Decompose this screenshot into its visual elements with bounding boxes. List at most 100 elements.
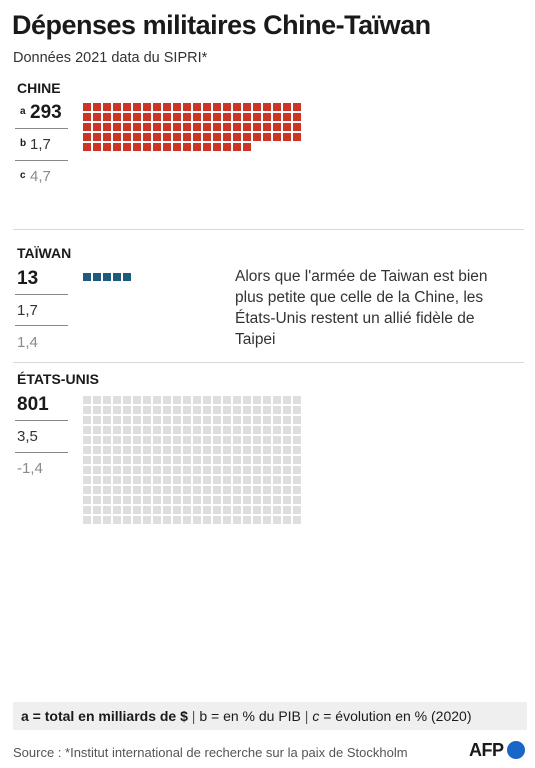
usa-waffle-square (233, 416, 241, 424)
taiwan-pib: 1,7 (17, 302, 38, 319)
usa-waffle-square (103, 496, 111, 504)
usa-waffle-square (183, 496, 191, 504)
china-waffle-square (83, 103, 91, 111)
china-waffle-square (133, 143, 141, 151)
usa-waffle-square (113, 496, 121, 504)
china-waffle-square (273, 133, 281, 141)
china-pib: 1,7 (30, 136, 51, 153)
usa-waffle-square (123, 396, 131, 404)
usa-waffle-square (293, 476, 301, 484)
usa-waffle-square (243, 436, 251, 444)
china-waffle-square (263, 113, 271, 121)
usa-waffle-square (93, 426, 101, 434)
usa-waffle-square (223, 516, 231, 524)
usa-waffle-square (233, 436, 241, 444)
page-title: Dépenses militaires Chine-Taïwan (12, 10, 431, 40)
usa-pib: 3,5 (17, 428, 38, 445)
china-waffle-square (193, 113, 201, 121)
china-waffle-square (123, 103, 131, 111)
taiwan-waffle-svg (83, 273, 131, 281)
usa-waffle-square (203, 486, 211, 494)
usa-waffle-square (283, 456, 291, 464)
china-waffle-square (223, 113, 231, 121)
usa-waffle-square (93, 436, 101, 444)
usa-waffle-square (113, 486, 121, 494)
usa-waffle-square (103, 466, 111, 474)
usa-waffle-square (143, 506, 151, 514)
china-letter-a: a (20, 106, 26, 117)
usa-waffle-square (283, 496, 291, 504)
usa-waffle-square (93, 516, 101, 524)
usa-waffle-square (213, 476, 221, 484)
usa-waffle-square (243, 486, 251, 494)
usa-waffle-square (83, 466, 91, 474)
usa-waffle-square (143, 476, 151, 484)
usa-waffle-square (173, 486, 181, 494)
usa-waffle-square (193, 416, 201, 424)
usa-waffle-square (133, 486, 141, 494)
usa-waffle-svg (83, 396, 301, 524)
usa-waffle-square (233, 506, 241, 514)
usa-waffle-square (123, 426, 131, 434)
china-waffle-square (223, 133, 231, 141)
usa-waffle-square (153, 416, 161, 424)
usa-waffle-square (133, 416, 141, 424)
china-waffle-square (103, 123, 111, 131)
china-waffle-square (163, 133, 171, 141)
china-waffle-square (93, 123, 101, 131)
china-waffle-square (233, 133, 241, 141)
usa-waffle-square (233, 486, 241, 494)
usa-waffle-square (293, 426, 301, 434)
usa-waffle-square (203, 416, 211, 424)
china-waffle-square (83, 123, 91, 131)
china-waffle-square (253, 133, 261, 141)
usa-waffle-square (183, 426, 191, 434)
china-letter-c: c (20, 170, 26, 181)
usa-waffle-square (133, 466, 141, 474)
usa-waffle-square (173, 466, 181, 474)
usa-waffle-square (103, 456, 111, 464)
usa-waffle-square (293, 446, 301, 454)
usa-waffle-square (253, 406, 261, 414)
usa-waffle-square (103, 506, 111, 514)
usa-total: 801 (17, 394, 49, 415)
usa-waffle-square (273, 456, 281, 464)
usa-waffle-square (243, 406, 251, 414)
usa-waffle-square (123, 516, 131, 524)
usa-waffle-square (243, 466, 251, 474)
usa-waffle-square (133, 516, 141, 524)
china-waffle-square (293, 133, 301, 141)
usa-waffle-square (93, 396, 101, 404)
china-waffle-square (253, 113, 261, 121)
usa-waffle-square (93, 456, 101, 464)
china-waffle-square (93, 103, 101, 111)
usa-waffle-square (163, 436, 171, 444)
usa-waffle-square (233, 446, 241, 454)
taiwan-rule-1 (15, 294, 68, 295)
usa-waffle-square (263, 426, 271, 434)
usa-waffle-square (113, 456, 121, 464)
usa-waffle-square (253, 486, 261, 494)
china-waffle-square (143, 103, 151, 111)
china-waffle-square (183, 113, 191, 121)
usa-waffle-square (133, 456, 141, 464)
usa-waffle-square (203, 426, 211, 434)
usa-waffle-square (103, 416, 111, 424)
usa-waffle-square (203, 396, 211, 404)
china-waffle-square (183, 143, 191, 151)
usa-waffle-square (263, 466, 271, 474)
usa-waffle-square (183, 516, 191, 524)
taiwan-waffle-square (93, 273, 101, 281)
usa-rule-2 (15, 452, 68, 453)
china-waffle-square (183, 133, 191, 141)
china-waffle-square (133, 113, 141, 121)
china-waffle-square (153, 103, 161, 111)
usa-waffle-square (273, 426, 281, 434)
usa-waffle-square (143, 396, 151, 404)
china-waffle-square (103, 113, 111, 121)
usa-waffle-square (283, 416, 291, 424)
usa-waffle-square (213, 516, 221, 524)
usa-waffle-square (123, 486, 131, 494)
usa-waffle-square (173, 416, 181, 424)
usa-waffle-square (253, 506, 261, 514)
